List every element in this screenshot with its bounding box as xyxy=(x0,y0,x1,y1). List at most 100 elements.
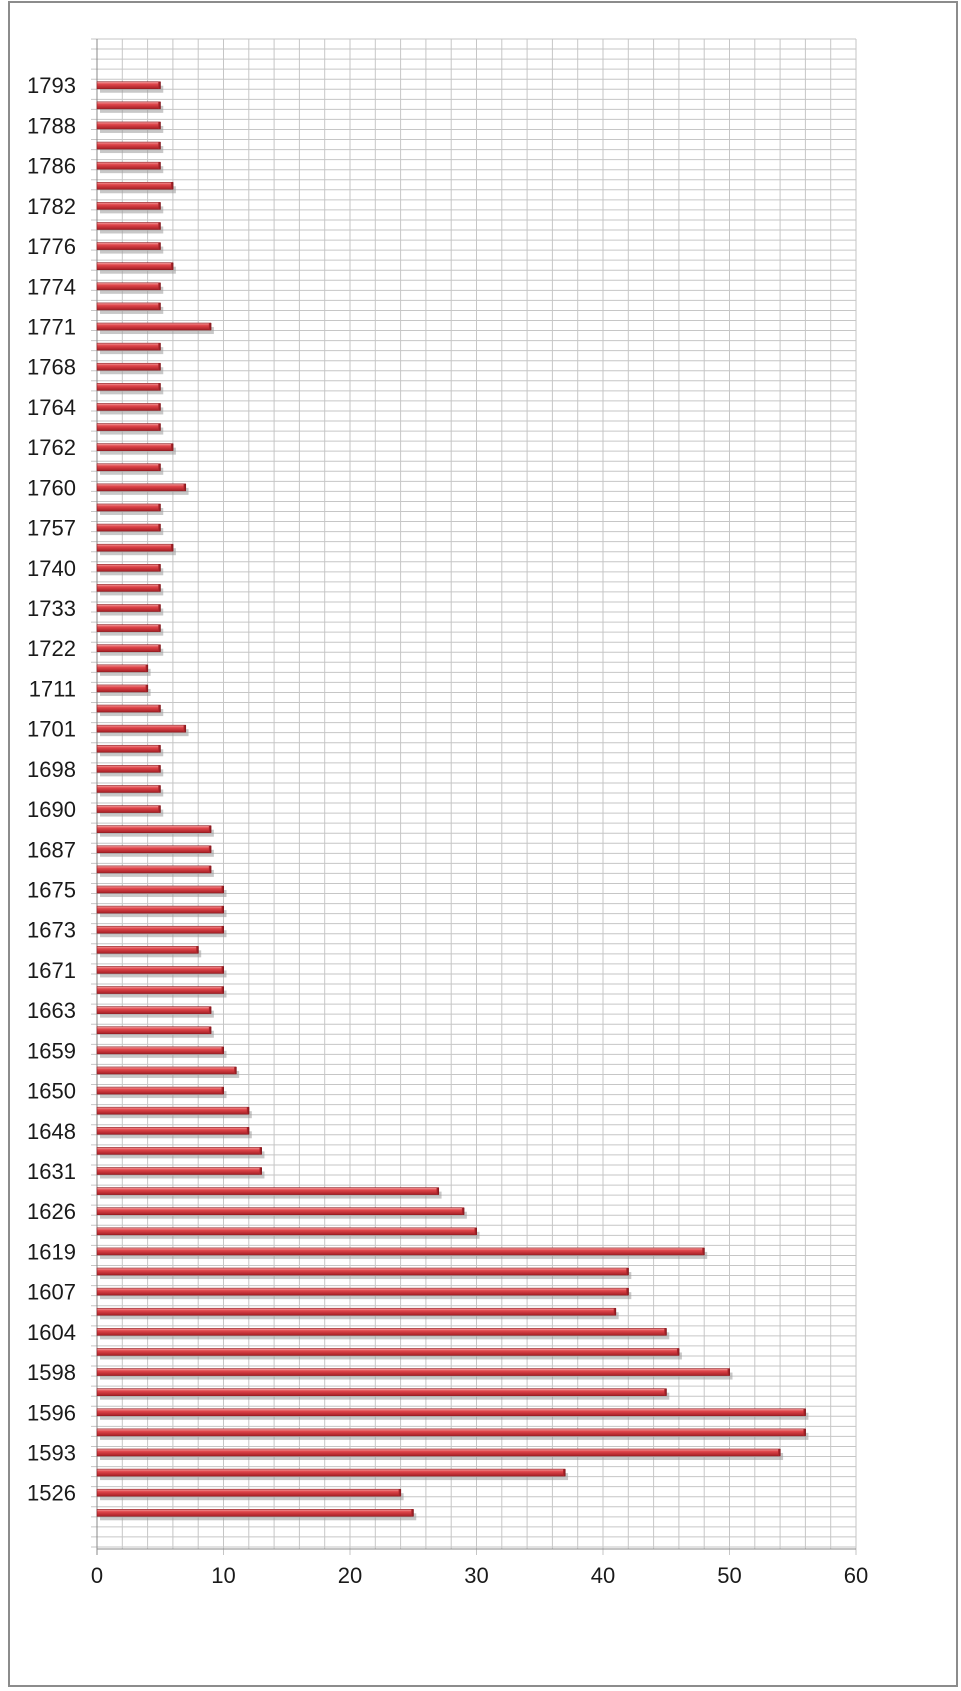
bar xyxy=(96,724,189,737)
y-tick-label: 1626 xyxy=(27,1199,76,1224)
y-tick-label: 1786 xyxy=(27,154,76,179)
y-tick-label: 1776 xyxy=(27,234,76,259)
chart-frame: 1526 1593 1596 1598 1604 1607 1619 1626 1631 1648… xyxy=(8,1,958,1687)
bar xyxy=(96,664,151,676)
bar xyxy=(96,1348,682,1360)
bar xyxy=(96,885,227,898)
y-tick-label: 1598 xyxy=(27,1360,76,1385)
bar xyxy=(96,1006,214,1018)
y-tick-label: 1648 xyxy=(27,1119,76,1144)
bar xyxy=(96,1328,670,1340)
bar xyxy=(96,1167,265,1179)
bar xyxy=(96,463,164,475)
bar xyxy=(96,222,164,234)
bar xyxy=(96,825,214,837)
y-tick-label: 1757 xyxy=(27,516,76,541)
bar xyxy=(96,845,214,857)
bar xyxy=(96,181,176,194)
y-tick-label: 1760 xyxy=(27,475,76,500)
y-tick-label: 1711 xyxy=(29,676,76,701)
bar xyxy=(96,624,164,636)
y-tick-label: 1607 xyxy=(27,1280,76,1305)
bar xyxy=(96,543,176,556)
bar xyxy=(96,1267,632,1280)
bar xyxy=(96,383,164,395)
bar xyxy=(96,1227,480,1239)
y-tick-label: 1701 xyxy=(27,717,76,742)
y-tick-label: 1774 xyxy=(27,274,76,299)
bar xyxy=(96,81,164,93)
y-tick-label: 1675 xyxy=(27,878,76,903)
y-tick-label: 1762 xyxy=(27,435,76,460)
bar xyxy=(96,564,164,576)
grid-layer xyxy=(91,38,857,1555)
y-tick-label: 1673 xyxy=(27,918,76,943)
bar xyxy=(96,302,164,314)
y-tick-label: 1687 xyxy=(27,837,76,862)
y-tick-label: 1526 xyxy=(27,1481,76,1506)
y-tick-label: 1690 xyxy=(27,797,76,822)
bar xyxy=(96,1046,227,1058)
y-tick-label: 1771 xyxy=(27,315,76,340)
y-tick-label: 1698 xyxy=(27,757,76,782)
bar xyxy=(96,1126,252,1139)
bar xyxy=(96,1247,708,1259)
y-tick-label: 1782 xyxy=(27,194,76,219)
bar xyxy=(96,362,164,375)
x-axis-labels: 0 10 20 30 40 50 60 xyxy=(91,1563,868,1588)
bar xyxy=(96,765,164,777)
bar-layer xyxy=(96,81,809,1521)
x-tick-label: 60 xyxy=(844,1563,868,1588)
y-tick-label: 1788 xyxy=(27,113,76,138)
bar xyxy=(96,1207,467,1219)
bar xyxy=(96,1066,240,1078)
bar xyxy=(96,483,189,495)
bar xyxy=(96,1448,784,1460)
y-tick-label: 1733 xyxy=(27,596,76,621)
bar xyxy=(96,443,176,455)
bar xyxy=(96,403,164,415)
y-tick-label: 1619 xyxy=(27,1239,76,1264)
y-tick-label: 1596 xyxy=(27,1400,76,1425)
bar xyxy=(96,1086,227,1099)
y-tick-label: 1650 xyxy=(27,1079,76,1104)
y-axis-labels: 1526 1593 1596 1598 1604 1607 1619 1626 1631 1648… xyxy=(27,73,76,1505)
y-tick-label: 1793 xyxy=(27,73,76,98)
bar xyxy=(96,604,164,616)
bar xyxy=(96,503,164,515)
bar xyxy=(96,1368,733,1380)
y-tick-label: 1722 xyxy=(27,636,76,661)
y-tick-label: 1764 xyxy=(27,395,76,420)
bar xyxy=(96,322,214,335)
y-tick-label: 1663 xyxy=(27,998,76,1023)
x-tick-label: 30 xyxy=(464,1563,488,1588)
bar xyxy=(96,121,164,133)
bar xyxy=(96,1428,809,1440)
bar xyxy=(96,905,227,918)
y-tick-label: 1604 xyxy=(27,1320,76,1345)
bar xyxy=(96,1106,252,1119)
bar xyxy=(96,1468,569,1481)
y-tick-label: 1740 xyxy=(27,556,76,581)
bar xyxy=(96,744,164,757)
bar xyxy=(96,202,164,214)
bar xyxy=(96,242,164,254)
bar xyxy=(96,1488,404,1501)
bar xyxy=(96,262,176,274)
bar xyxy=(96,584,164,596)
bar xyxy=(96,704,164,717)
x-tick-label: 0 xyxy=(91,1563,103,1588)
bar xyxy=(96,925,227,938)
bar xyxy=(96,523,164,536)
bar xyxy=(96,986,227,998)
bar xyxy=(96,423,164,435)
bar xyxy=(96,282,164,294)
y-tick-label: 1631 xyxy=(27,1159,76,1184)
bar xyxy=(96,684,151,696)
bar xyxy=(96,1509,417,1521)
bar xyxy=(96,141,164,154)
bar xyxy=(96,101,164,113)
x-tick-label: 20 xyxy=(338,1563,362,1588)
x-tick-label: 10 xyxy=(211,1563,235,1588)
bar xyxy=(96,1388,670,1400)
